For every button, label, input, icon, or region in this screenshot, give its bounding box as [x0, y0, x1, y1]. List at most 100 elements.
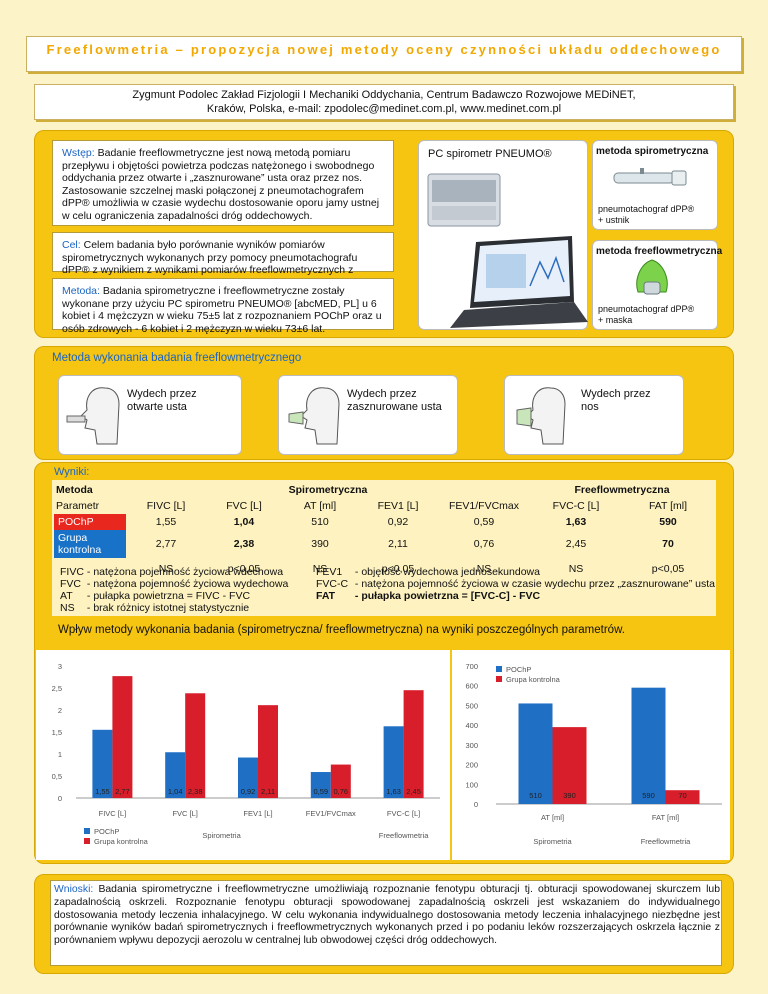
conclusions-box [50, 880, 722, 966]
results-title: Wyniki: [54, 466, 90, 478]
data-label: 1,04 [168, 787, 183, 796]
bar-group [258, 705, 278, 798]
data-label: 1,63 [386, 787, 401, 796]
x-tick-label: AT [ml] [541, 813, 564, 822]
y-tick-label: 0,5 [52, 772, 62, 781]
y-tick-label: 2 [58, 706, 62, 715]
chart-liters: 0 0,5 1 1,5 2 2,5 3 1,55 2,77 FIVC [L] 1,04 2,38 FVC… [36, 650, 450, 860]
label-pochp: POChP [54, 514, 126, 530]
x-tick-label: FEV1/FVCmax [306, 809, 356, 818]
face-nose-icon [516, 387, 566, 445]
legend-swatch [496, 676, 502, 682]
bar-group [665, 790, 700, 804]
data-label: 2,77 [115, 787, 130, 796]
conclusions-label: Wnioski: [54, 884, 94, 895]
bar-group [185, 693, 206, 798]
legend-label: POChP [94, 827, 119, 836]
legend-swatch [84, 828, 90, 834]
x-tick-label: FEV1 [L] [243, 809, 272, 818]
header-metoda: Metoda [56, 484, 93, 496]
bar-pochp [310, 772, 331, 798]
bar-group [330, 764, 351, 798]
group-label: Freeflowmetria [641, 837, 691, 846]
x-tick-label: FAT [ml] [652, 813, 679, 822]
spirometer-device-image [427, 173, 588, 328]
data-label: 1,55 [95, 787, 110, 796]
legend-swatch [496, 666, 502, 672]
method-item-nose: Wydech przez nos [504, 375, 684, 455]
data-label: 590 [642, 791, 655, 800]
intro-metoda [52, 278, 394, 330]
data-label: 2,11 [261, 787, 275, 796]
header-spirometric: Spirometryczna [288, 484, 368, 496]
data-label: 390 [563, 791, 576, 800]
title-box [26, 36, 742, 72]
wstep-text: Wstęp: Badanie freeflowmetryczne jest no… [62, 147, 380, 222]
wstep-label: Wstęp: [62, 147, 95, 159]
x-tick-label: FIVC [L] [99, 809, 127, 818]
row-group: Grupa kontrolna 2,77 2,38 390 2,11 0,76 … [54, 530, 714, 558]
y-tick-label: 500 [465, 701, 478, 710]
authors-line2: Kraków, Polska, e-mail: zpodolec@medinet… [206, 103, 562, 115]
y-tick-label: 600 [465, 682, 478, 691]
header-freeflow: Freeflowmetryczna [574, 484, 670, 496]
bar-pochp [165, 752, 186, 798]
group-label: Freeflowmetria [379, 831, 429, 840]
header-row-method: Metoda Spirometryczna Freeflowmetryczna [54, 482, 714, 498]
method-item-open-mouth: Wydech przez otwarte usta [58, 375, 242, 455]
metoda-text: Metoda: Badania spirometryczne i freeflo… [62, 285, 382, 335]
bar-pochp [92, 729, 113, 798]
bar-pochp [383, 726, 404, 798]
bar-group [552, 727, 587, 804]
authors: Zygmunt Podolec Zakład Fizjologii I Mech… [34, 88, 734, 116]
data-label: 0,92 [241, 787, 256, 796]
intro-wstep [52, 140, 394, 226]
y-tick-label: 0 [474, 800, 478, 809]
x-tick-label: FVC-C [L] [387, 809, 420, 818]
y-tick-label: 400 [465, 721, 478, 730]
y-tick-label: 3 [58, 662, 62, 671]
cel-label: Cel: [62, 239, 81, 251]
mask-image [636, 259, 668, 295]
intro-cel [52, 232, 394, 272]
row-pochp: POChP 1,55 1,04 510 0,92 0,59 1,63 590 [54, 514, 714, 530]
free-caption: pneumotachograf dPP® + maska [598, 304, 695, 325]
legend-label: Grupa kontrolna [506, 675, 561, 684]
poster-title: Freeflowmetria – propozycja nowej metody… [46, 42, 722, 57]
data-label: 0,76 [333, 787, 348, 796]
group-label: Spirometria [202, 831, 241, 840]
spirometric-method-box [592, 140, 718, 230]
data-label: 0,59 [313, 787, 328, 796]
y-tick-label: 700 [465, 662, 478, 671]
data-label: 2,38 [188, 787, 203, 796]
row-significance: NS p<0,05 NS p<0,05 NS NS p<0,05 [158, 563, 685, 575]
chart-milliliters: 0 100 200 300 400 500 600 700 510 390 AT [ml] Spiro… [452, 650, 730, 860]
group-label: Spirometria [533, 837, 572, 846]
pc-label: PC spirometr PNEUMO® [428, 148, 552, 160]
y-tick-label: 200 [465, 761, 478, 770]
y-tick-label: 0 [58, 794, 62, 803]
results-table: Metoda Spirometryczna Freeflowmetryczna … [54, 482, 714, 580]
y-tick-label: 100 [465, 780, 478, 789]
method-item-pursed-lips: Wydech przez zasznurowane usta [278, 375, 458, 455]
bar-group [403, 690, 424, 798]
bar-pochp [631, 687, 666, 804]
data-label: 2,45 [406, 787, 421, 796]
authors-line1: Zygmunt Podolec Zakład Fizjologii I Mech… [132, 89, 636, 101]
y-tick-label: 1,5 [52, 728, 62, 737]
y-tick-label: 2,5 [52, 684, 62, 693]
free-title: metoda freeflowmetryczna [596, 246, 723, 257]
data-label: 70 [678, 791, 686, 800]
bar-pochp [518, 703, 553, 804]
face-open-mouth-icon [66, 387, 120, 445]
mouthpiece-image [613, 168, 687, 186]
data-label: 510 [529, 791, 542, 800]
spiro-caption: pneumotachograf dPP® + ustnik [598, 204, 695, 225]
legend-label: Grupa kontrolna [94, 837, 149, 846]
y-tick-label: 300 [465, 741, 478, 750]
x-tick-label: FVC [L] [172, 809, 197, 818]
influence-title: Wpływ metody wykonania badania (spiromet… [58, 624, 625, 636]
authors-box [34, 84, 734, 120]
metoda-label: Metoda: [62, 285, 100, 297]
spiro-title: metoda spirometryczna [596, 146, 709, 157]
